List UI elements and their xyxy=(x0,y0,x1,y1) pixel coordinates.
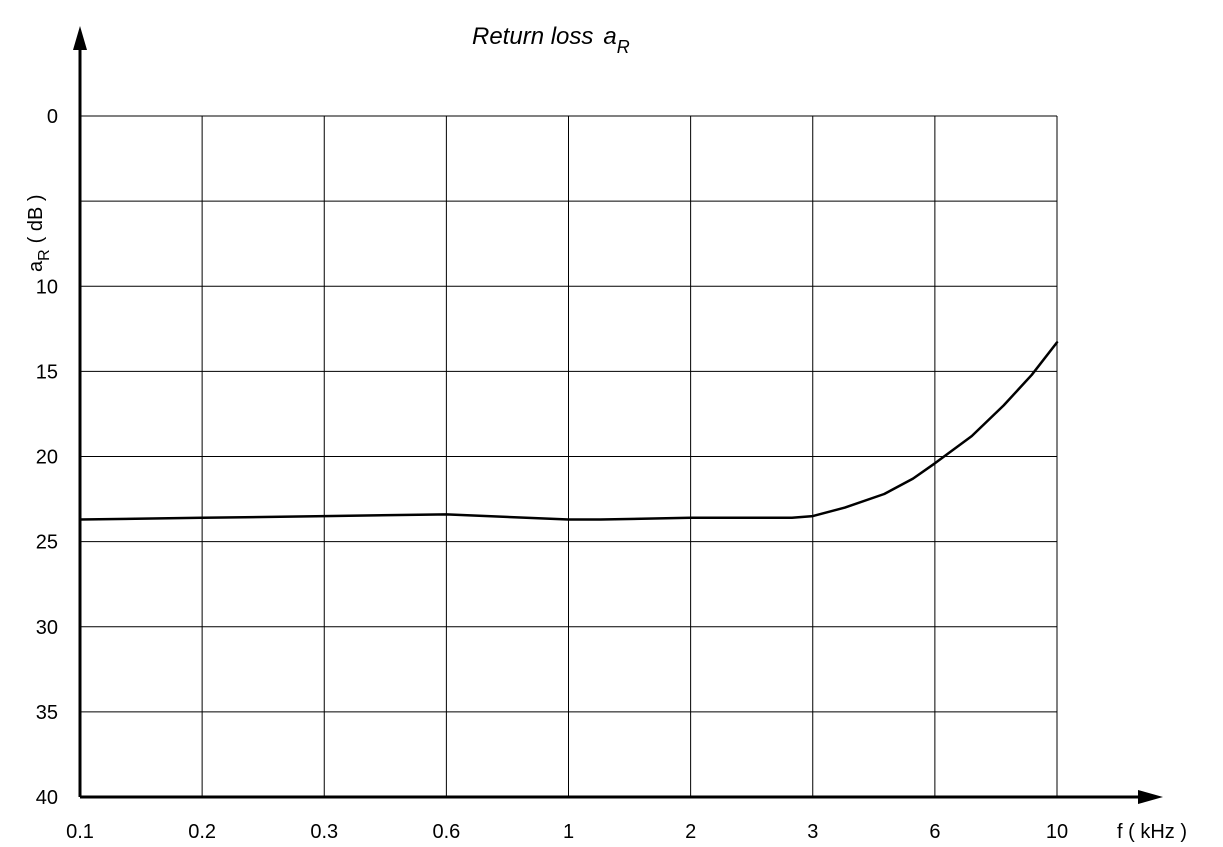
x-tick-label: 2 xyxy=(685,821,696,843)
x-tick-label: 0.3 xyxy=(310,821,338,843)
x-tick-label: 10 xyxy=(1046,821,1068,843)
y-tick-label: 10 xyxy=(36,276,58,298)
y-axis-label: aR ( dB ) xyxy=(25,194,53,272)
x-tick-label: 1 xyxy=(563,821,574,843)
return-loss-curve xyxy=(78,341,1059,521)
y-tick-label: 0 xyxy=(47,106,58,128)
y-tick-label: 30 xyxy=(36,617,58,639)
x-axis-label: f ( kHz ) xyxy=(1117,821,1187,843)
x-axis-arrowhead xyxy=(1138,790,1163,804)
y-tick-labels: 0 10 15 20 25 30 35 40 xyxy=(36,106,58,809)
chart-title-symbol: a xyxy=(603,23,616,50)
x-tick-label: 0.6 xyxy=(432,821,460,843)
x-tick-label: 3 xyxy=(807,821,818,843)
chart-title-subscript: R xyxy=(617,37,630,57)
x-tick-label: 0.1 xyxy=(66,821,94,843)
chart-title: Return loss aR xyxy=(472,23,630,57)
x-tick-labels: 0.1 0.2 0.3 0.6 1 2 3 6 10 xyxy=(66,821,1068,843)
y-tick-label: 20 xyxy=(36,447,58,469)
y-tick-label: 15 xyxy=(36,361,58,383)
x-tick-label: 6 xyxy=(929,821,940,843)
y-axis-label-symbol: a xyxy=(25,260,47,272)
series-layer xyxy=(78,341,1059,521)
grid-layer xyxy=(80,115,1058,797)
y-axis-arrowhead xyxy=(73,26,87,50)
axes-layer xyxy=(73,26,1163,804)
y-tick-label: 25 xyxy=(36,532,58,554)
y-axis-label-unit: ( dB ) xyxy=(25,194,47,243)
svg-text:aR( dB ): aR ( dB ) xyxy=(25,194,53,272)
y-tick-label: 35 xyxy=(36,702,58,724)
chart-title-text: Return loss xyxy=(472,23,593,50)
x-tick-label: 0.2 xyxy=(188,821,216,843)
y-axis-label-subscript: R xyxy=(36,249,53,261)
y-tick-label: 40 xyxy=(36,787,58,809)
